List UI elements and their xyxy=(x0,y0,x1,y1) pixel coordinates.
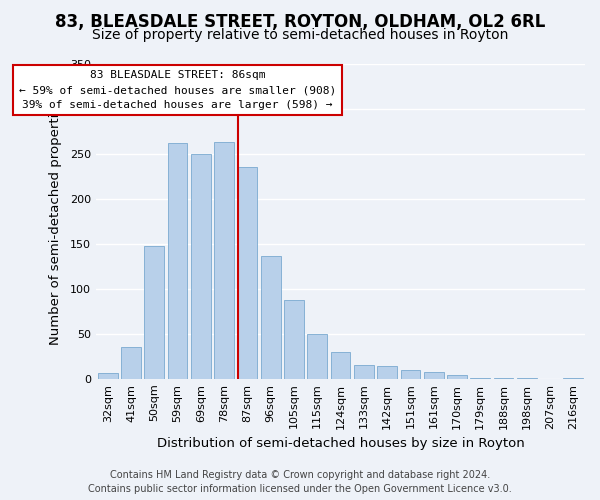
Bar xyxy=(424,372,443,379)
Bar xyxy=(307,334,327,379)
Bar xyxy=(354,366,374,379)
Bar xyxy=(214,142,234,379)
Text: 83 BLEASDALE STREET: 86sqm
← 59% of semi-detached houses are smaller (908)
39% o: 83 BLEASDALE STREET: 86sqm ← 59% of semi… xyxy=(19,70,336,110)
Y-axis label: Number of semi-detached properties: Number of semi-detached properties xyxy=(49,98,62,344)
Bar xyxy=(238,168,257,379)
Bar xyxy=(447,375,467,379)
X-axis label: Distribution of semi-detached houses by size in Royton: Distribution of semi-detached houses by … xyxy=(157,437,524,450)
Bar xyxy=(494,378,514,379)
Bar xyxy=(563,378,583,379)
Bar xyxy=(98,372,118,379)
Bar xyxy=(331,352,350,379)
Bar xyxy=(470,378,490,379)
Bar xyxy=(261,256,281,379)
Bar xyxy=(284,300,304,379)
Bar xyxy=(168,143,187,379)
Bar xyxy=(517,378,536,379)
Bar xyxy=(145,246,164,379)
Text: Size of property relative to semi-detached houses in Royton: Size of property relative to semi-detach… xyxy=(92,28,508,42)
Bar xyxy=(377,366,397,379)
Text: Contains HM Land Registry data © Crown copyright and database right 2024.
Contai: Contains HM Land Registry data © Crown c… xyxy=(88,470,512,494)
Text: 83, BLEASDALE STREET, ROYTON, OLDHAM, OL2 6RL: 83, BLEASDALE STREET, ROYTON, OLDHAM, OL… xyxy=(55,12,545,30)
Bar xyxy=(191,154,211,379)
Bar xyxy=(401,370,420,379)
Bar xyxy=(121,348,141,379)
